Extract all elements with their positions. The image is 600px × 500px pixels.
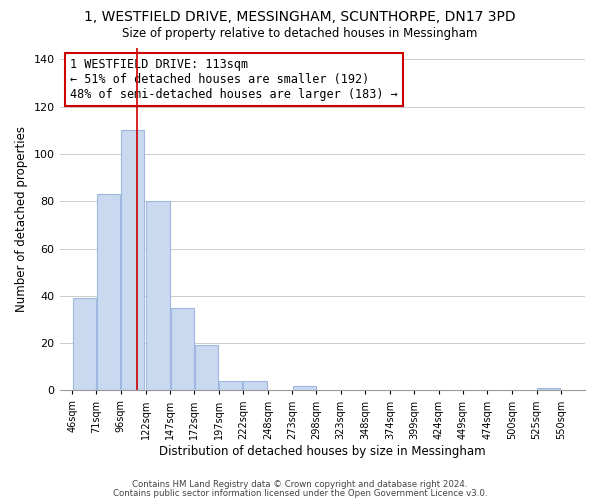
Bar — [243, 381, 266, 390]
Bar — [97, 194, 120, 390]
Text: 1 WESTFIELD DRIVE: 113sqm
← 51% of detached houses are smaller (192)
48% of semi: 1 WESTFIELD DRIVE: 113sqm ← 51% of detac… — [70, 58, 398, 101]
X-axis label: Distribution of detached houses by size in Messingham: Distribution of detached houses by size … — [159, 444, 485, 458]
Bar — [219, 381, 242, 390]
Bar — [121, 130, 145, 390]
Bar — [293, 386, 316, 390]
Bar — [170, 308, 194, 390]
Bar — [73, 298, 96, 390]
Text: 1, WESTFIELD DRIVE, MESSINGHAM, SCUNTHORPE, DN17 3PD: 1, WESTFIELD DRIVE, MESSINGHAM, SCUNTHOR… — [84, 10, 516, 24]
Text: Contains HM Land Registry data © Crown copyright and database right 2024.: Contains HM Land Registry data © Crown c… — [132, 480, 468, 489]
Bar — [195, 346, 218, 391]
Text: Contains public sector information licensed under the Open Government Licence v3: Contains public sector information licen… — [113, 488, 487, 498]
Text: Size of property relative to detached houses in Messingham: Size of property relative to detached ho… — [122, 28, 478, 40]
Bar — [537, 388, 560, 390]
Bar — [146, 201, 170, 390]
Y-axis label: Number of detached properties: Number of detached properties — [15, 126, 28, 312]
